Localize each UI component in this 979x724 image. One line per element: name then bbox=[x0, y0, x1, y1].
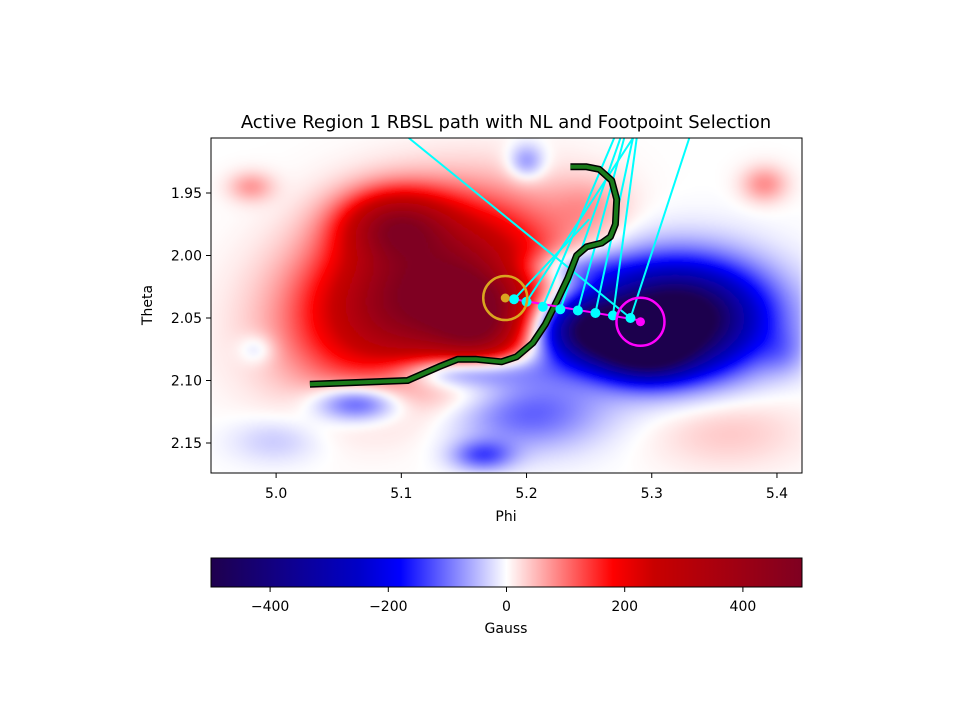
x-tick-label: 5.4 bbox=[766, 486, 788, 502]
negative-footpoint-marker bbox=[635, 317, 645, 327]
x-tick-label: 5.0 bbox=[265, 486, 287, 502]
rbsl-path-layer bbox=[309, 163, 621, 388]
plot-frame bbox=[210, 137, 803, 474]
negative-footpoint-circle bbox=[615, 296, 666, 347]
colorbar-bar bbox=[210, 557, 803, 588]
x-tick-label: 5.3 bbox=[641, 486, 663, 502]
x-tick-label: 5.2 bbox=[515, 486, 537, 502]
plot-area bbox=[211, 138, 802, 473]
colorbar-tick-label: 0 bbox=[502, 599, 511, 615]
footpoint-marker bbox=[572, 305, 583, 316]
x-axis-ticks: 5.0 5.1 5.2 5.3 5.4 bbox=[265, 473, 788, 502]
y-tick-label: 2.15 bbox=[171, 436, 202, 452]
y-tick-label: 2.05 bbox=[171, 311, 202, 327]
footpoint-marker bbox=[590, 308, 601, 318]
positive-footpoint-circle bbox=[481, 274, 529, 322]
positive-footpoint-marker bbox=[500, 293, 510, 303]
chart-title: Active Region 1 RBSL path with NL and Fo… bbox=[241, 112, 771, 133]
rbsl-path bbox=[309, 164, 619, 387]
y-tick-label: 2.00 bbox=[171, 249, 202, 265]
footpoint-marker bbox=[625, 313, 636, 323]
colorbar: −400 −200 0 200 400 Gauss bbox=[210, 557, 803, 637]
x-axis-label: Phi bbox=[495, 509, 516, 525]
footpoint-marker bbox=[537, 301, 548, 312]
footpoint-marker bbox=[509, 294, 520, 305]
y-axis-ticks: 1.95 2.00 2.05 2.10 2.15 bbox=[171, 186, 211, 452]
colorbar-label: Gauss bbox=[485, 621, 528, 637]
colorbar-tick-label: 200 bbox=[611, 599, 638, 615]
colorbar-tick-label: −400 bbox=[251, 599, 289, 615]
field-line bbox=[513, 218, 590, 300]
y-tick-label: 1.95 bbox=[171, 186, 202, 202]
colorbar-tick-label: −200 bbox=[369, 599, 407, 615]
field-line bbox=[408, 138, 632, 319]
field-line bbox=[611, 138, 638, 316]
field-line bbox=[629, 138, 691, 319]
colorbar-tick-label: 400 bbox=[730, 599, 757, 615]
field-line bbox=[541, 138, 616, 308]
footpoint-marker bbox=[555, 304, 566, 315]
footpoints-layer bbox=[481, 274, 666, 347]
y-axis-label: Theta bbox=[140, 285, 156, 326]
footpoint-marker bbox=[607, 310, 618, 321]
magnetogram-image bbox=[211, 138, 802, 473]
x-tick-label: 5.1 bbox=[390, 486, 412, 502]
y-tick-label: 2.10 bbox=[171, 374, 202, 390]
colorbar-ticks: −400 −200 0 200 400 bbox=[251, 587, 756, 615]
